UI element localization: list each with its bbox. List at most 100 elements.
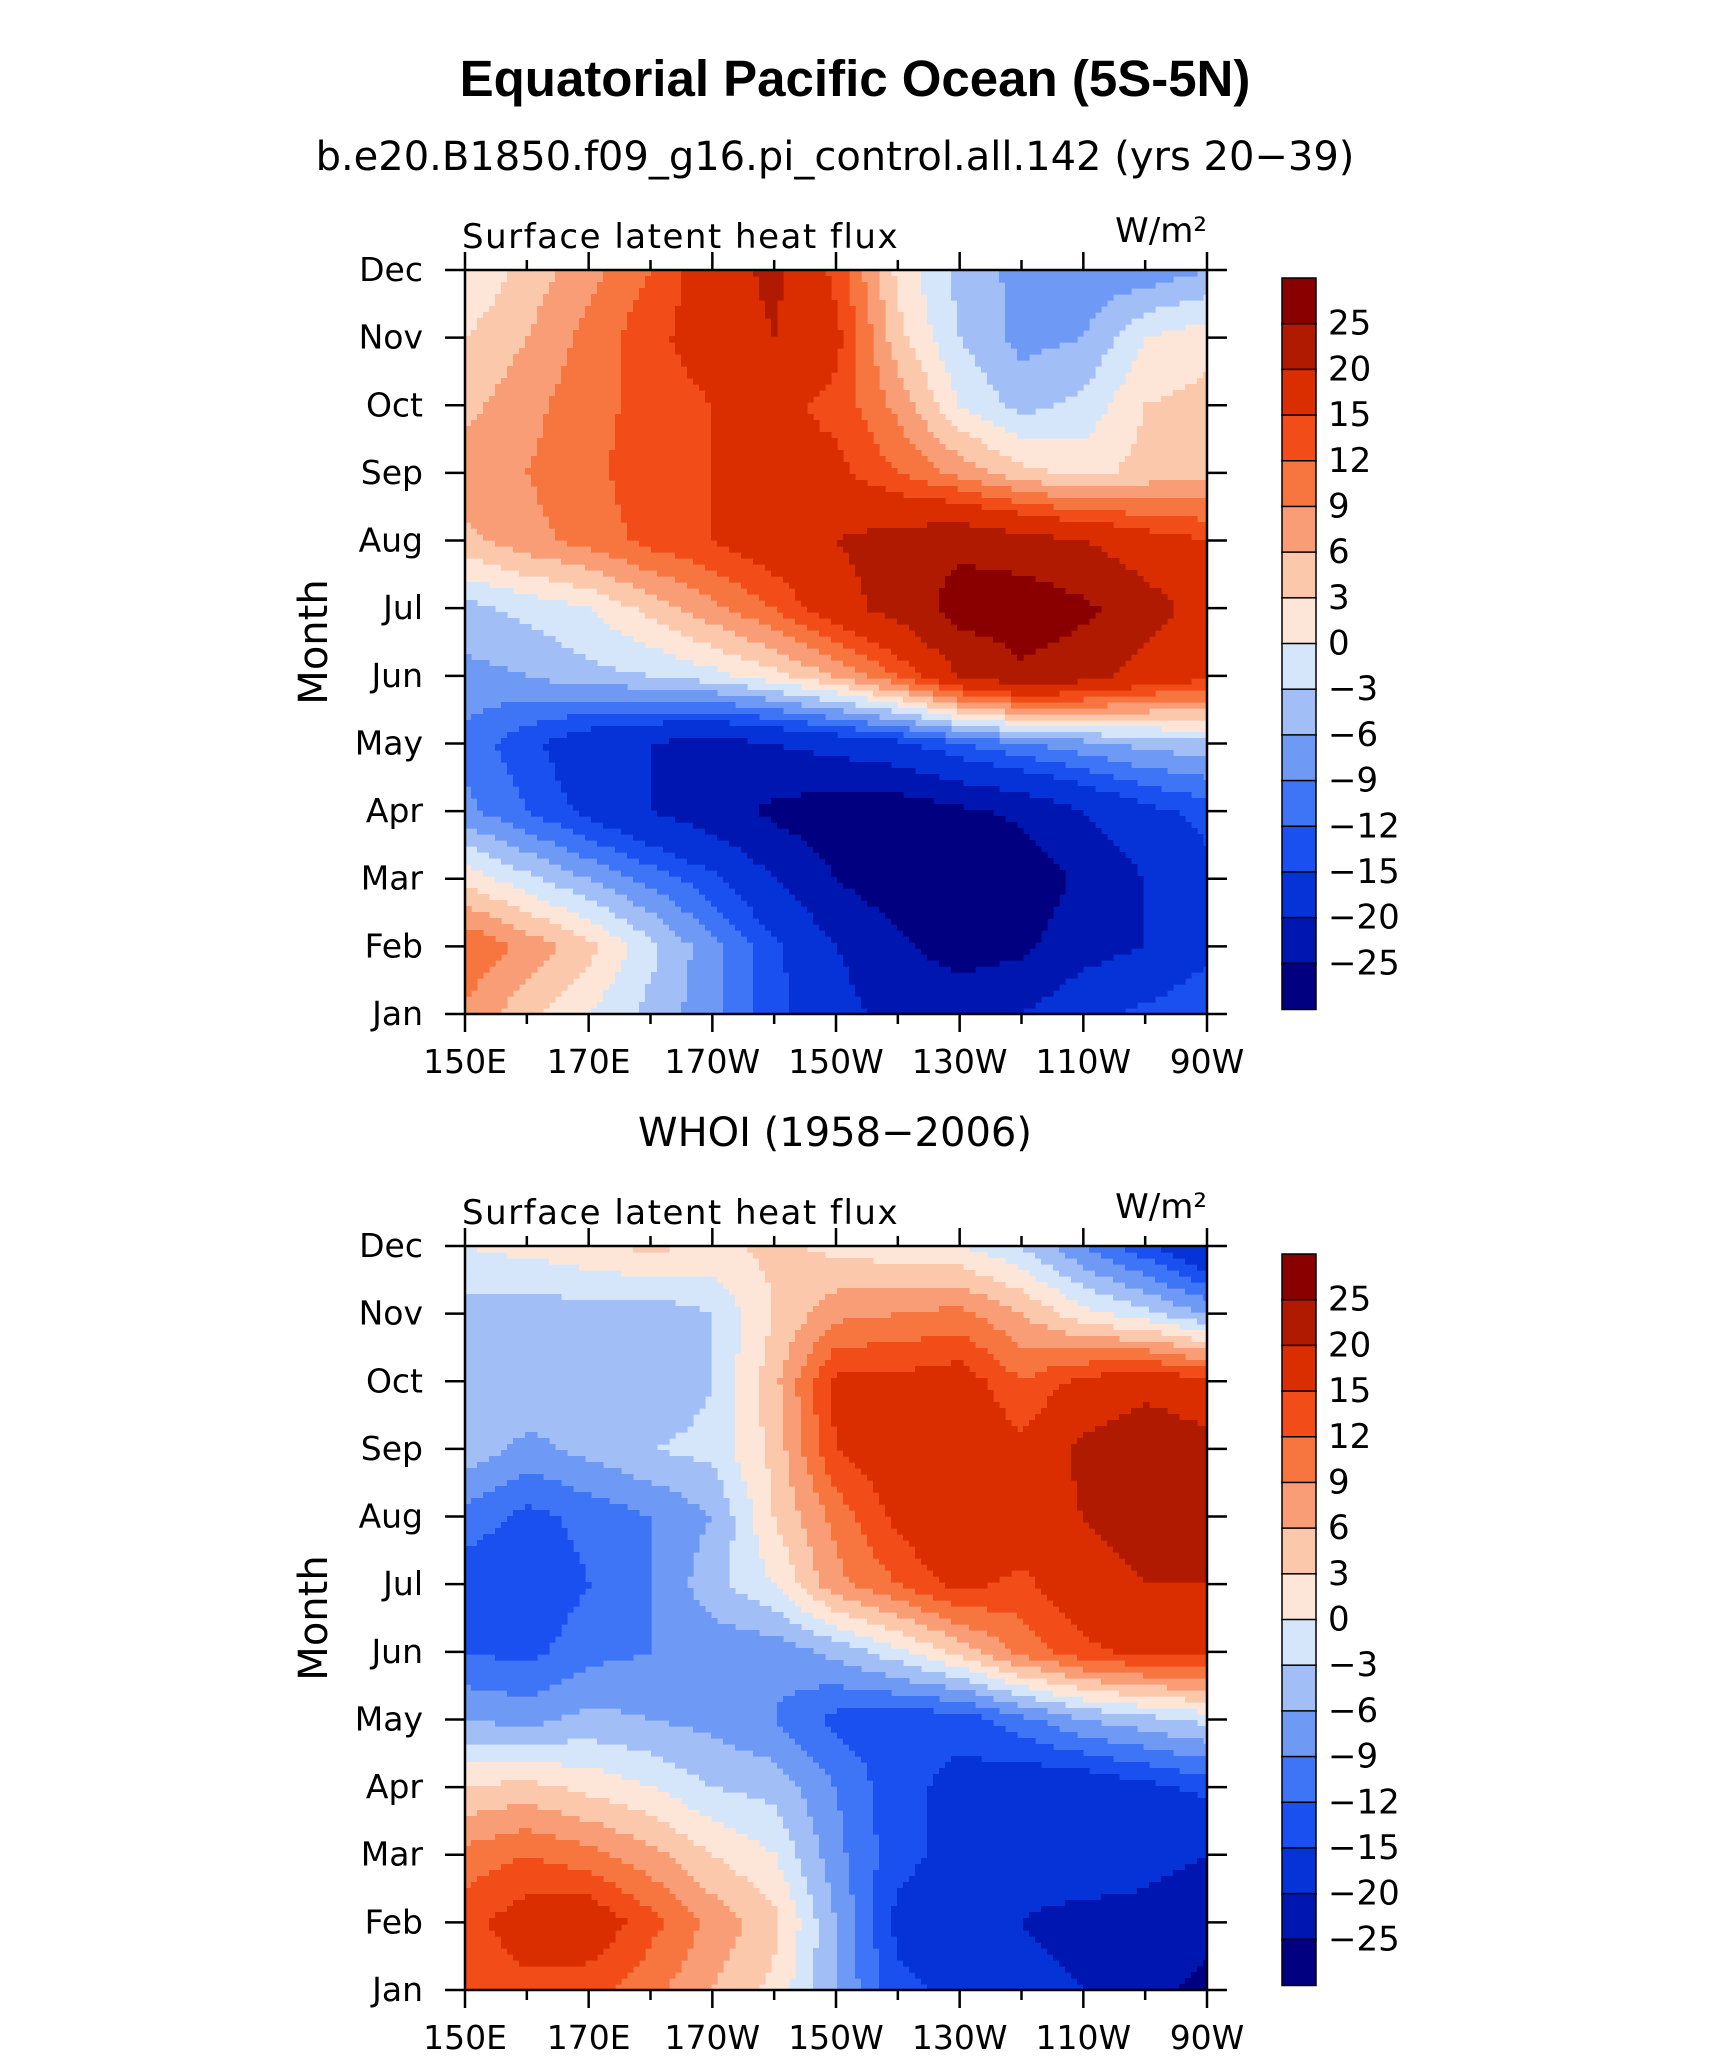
colorbar-label: 6 [1328, 1508, 1350, 1548]
colorbar-box [1281, 1755, 1317, 1804]
colorbar-box [1281, 277, 1317, 325]
colorbar-box [1281, 414, 1317, 462]
colorbar-label: −3 [1328, 669, 1378, 709]
colorbar-box [1281, 1618, 1317, 1667]
y-tick-label: Apr [366, 791, 424, 830]
contour-region [465, 270, 1208, 1015]
x-tick-label: 150W [788, 1042, 884, 1081]
variable-label: Surface latent heat flux [462, 217, 899, 257]
y-tick-label: Mar [361, 1835, 424, 1874]
colorbar-label: −12 [1328, 1782, 1400, 1822]
y-tick-label: Aug [359, 521, 423, 560]
contour-region [489, 1360, 1208, 1967]
contour-region [753, 270, 1174, 685]
contour-region [465, 270, 1208, 1015]
y-tick-label: Jul [381, 1564, 423, 1603]
panel-subtitle: b.e20.B1850.f09_g16.pi_control.all.142 (… [316, 134, 1355, 180]
colorbar-box [1281, 1527, 1317, 1576]
colorbar-label: −6 [1328, 715, 1378, 755]
colorbar-label: 12 [1328, 1417, 1371, 1457]
contour-region [669, 270, 1208, 697]
colorbar-label: 20 [1328, 1325, 1371, 1365]
y-tick-label: Feb [365, 926, 423, 965]
y-axis-label: Month [291, 1555, 337, 1680]
colorbar-label: −15 [1328, 1828, 1400, 1868]
colorbar-label: −9 [1328, 1737, 1378, 1777]
x-tick-label: 150W [788, 2018, 884, 2057]
colorbar-box [1281, 916, 1317, 965]
colorbar-box [1281, 460, 1317, 508]
panel-model: 150E 170E 170W 150W 130W 110W 90W Jan Feb Mar Apr M… [291, 134, 1400, 1081]
panel-subtitle: WHOI (1958−2006) [638, 1110, 1032, 1156]
contour-region [465, 1246, 1208, 1991]
y-tick-label: Feb [365, 1902, 423, 1941]
colorbar-label: 3 [1328, 578, 1350, 618]
y-tick-label: Oct [366, 1361, 423, 1400]
colorbar-box [1281, 322, 1317, 371]
y-tick-label: May [355, 1699, 423, 1738]
colorbar-box [1281, 688, 1317, 737]
contour-region [465, 1246, 1208, 1991]
colorbar-label: −6 [1328, 1691, 1378, 1731]
y-tick-label: Nov [359, 318, 423, 357]
contour-region [759, 792, 1066, 973]
colorbar-label: 12 [1328, 441, 1371, 481]
colorbar-label: −20 [1328, 898, 1400, 938]
units-label: W/m² [1115, 211, 1207, 251]
colorbar-box [1281, 1664, 1317, 1713]
colorbar-box [1281, 1938, 1317, 1987]
colorbar-label: −25 [1328, 1919, 1400, 1959]
colorbar-box [1281, 1710, 1317, 1758]
y-tick-label: Sep [361, 453, 423, 492]
colorbar-box [1281, 1892, 1317, 1941]
x-tick-label: 110W [1036, 1042, 1132, 1081]
contour-region [939, 564, 1102, 661]
colorbar-label: −3 [1328, 1645, 1378, 1685]
colorbar-box [1281, 505, 1317, 554]
x-tick-label: 90W [1170, 1042, 1245, 1081]
x-tick-label: 130W [912, 1042, 1008, 1081]
y-tick-label: Jun [369, 656, 423, 695]
x-tick-label: 110W [1036, 2018, 1132, 2057]
colorbar-label: 25 [1328, 304, 1371, 344]
colorbar-box [1281, 825, 1317, 874]
contour-region [1071, 1402, 1208, 1583]
colorbar-label: 9 [1328, 1462, 1350, 1502]
colorbar-box [1281, 597, 1317, 645]
colorbar-label: −15 [1328, 852, 1400, 892]
colorbar-box [1281, 1481, 1317, 1530]
colorbar: 25 20 15 12 9 6 3 0 −3 −6 −9 −12 −15 −20 −25 [1281, 1253, 1400, 1987]
colorbar-box [1281, 1436, 1317, 1484]
y-tick-label: Oct [366, 385, 423, 424]
y-axis-label: Month [291, 579, 337, 704]
colorbar-box [1281, 1801, 1317, 1850]
colorbar-label: 25 [1328, 1280, 1371, 1320]
units-label: W/m² [1115, 1187, 1207, 1227]
x-tick-label: 170W [665, 1042, 761, 1081]
colorbar-label: 6 [1328, 532, 1350, 572]
colorbar-label: −20 [1328, 1874, 1400, 1914]
colorbar-box [1281, 1253, 1317, 1301]
x-tick-label: 90W [1170, 2018, 1245, 2057]
contour-fill [465, 270, 1208, 1015]
contour-region [465, 1246, 1208, 1991]
y-tick-label: Jun [369, 1632, 423, 1671]
contour-region [465, 1246, 1208, 1991]
colorbar-box [1281, 779, 1317, 828]
y-tick-label: Dec [359, 250, 423, 289]
colorbar: 25 20 15 12 9 6 3 0 −3 −6 −9 −12 −15 −20 −25 [1281, 277, 1400, 1011]
colorbar-label: 0 [1328, 1600, 1350, 1640]
colorbar-box [1281, 871, 1317, 919]
x-tick-label: 170E [547, 1042, 631, 1081]
contour-fill [465, 1246, 1208, 1991]
y-tick-label: Jul [381, 588, 423, 627]
x-tick-label: 150E [423, 1042, 507, 1081]
x-tick-label: 130W [912, 2018, 1008, 2057]
y-tick-label: Sep [361, 1429, 423, 1468]
y-tick-label: Jan [370, 994, 423, 1033]
y-tick-label: Mar [361, 859, 424, 898]
colorbar-box [1281, 734, 1317, 782]
contour-region [1023, 1858, 1208, 1991]
colorbar-box [1281, 551, 1317, 600]
